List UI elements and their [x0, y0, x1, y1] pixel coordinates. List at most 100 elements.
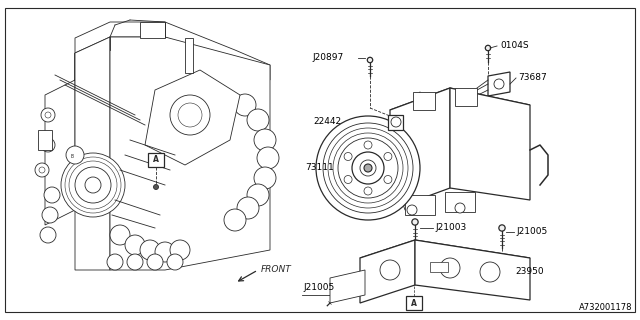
Circle shape [45, 142, 51, 148]
Polygon shape [405, 195, 435, 215]
Text: A: A [153, 156, 159, 164]
Polygon shape [145, 70, 240, 165]
Bar [185, 38, 193, 73]
Circle shape [75, 167, 111, 203]
Circle shape [344, 175, 352, 183]
Circle shape [364, 164, 372, 172]
Circle shape [42, 207, 58, 223]
Circle shape [328, 128, 408, 208]
Circle shape [494, 79, 504, 89]
Polygon shape [415, 240, 530, 300]
Polygon shape [390, 88, 450, 210]
Circle shape [224, 209, 246, 231]
Polygon shape [45, 53, 75, 225]
Circle shape [455, 203, 465, 213]
Polygon shape [390, 150, 415, 185]
Circle shape [497, 275, 502, 281]
Circle shape [45, 112, 51, 118]
Text: 73687: 73687 [518, 74, 547, 83]
Circle shape [127, 254, 143, 270]
Circle shape [380, 260, 400, 280]
Polygon shape [390, 88, 530, 127]
Circle shape [170, 240, 190, 260]
Circle shape [35, 163, 49, 177]
Bar [406, 296, 422, 310]
Circle shape [364, 141, 372, 149]
Polygon shape [450, 88, 530, 200]
Polygon shape [140, 22, 165, 38]
Text: J21005: J21005 [303, 284, 334, 292]
Text: J21005: J21005 [516, 228, 547, 236]
Text: 0104S: 0104S [500, 42, 529, 51]
Text: 22442: 22442 [313, 117, 341, 126]
Circle shape [257, 147, 279, 169]
Circle shape [61, 153, 125, 217]
Circle shape [110, 225, 130, 245]
Circle shape [178, 103, 202, 127]
Bar [388, 115, 403, 130]
Circle shape [170, 95, 210, 135]
Text: J21003: J21003 [435, 223, 467, 233]
Polygon shape [395, 175, 430, 210]
Circle shape [407, 205, 417, 215]
Circle shape [154, 185, 159, 189]
Text: 23950: 23950 [515, 268, 543, 276]
Polygon shape [488, 72, 510, 96]
Circle shape [316, 116, 420, 220]
Polygon shape [360, 240, 415, 303]
Circle shape [352, 152, 384, 184]
Circle shape [41, 108, 55, 122]
Bar [38, 130, 52, 150]
Polygon shape [360, 240, 530, 276]
Circle shape [107, 254, 123, 270]
Circle shape [360, 160, 376, 176]
Circle shape [480, 262, 500, 282]
Circle shape [254, 167, 276, 189]
Circle shape [44, 187, 60, 203]
Bar [455, 88, 477, 106]
Circle shape [367, 57, 372, 63]
Circle shape [485, 45, 491, 51]
Text: J20897: J20897 [312, 53, 343, 62]
Polygon shape [445, 192, 475, 212]
Circle shape [167, 254, 183, 270]
Circle shape [41, 138, 55, 152]
Circle shape [66, 146, 84, 164]
Circle shape [247, 109, 269, 131]
Circle shape [337, 290, 342, 296]
Circle shape [391, 117, 401, 127]
Circle shape [237, 197, 259, 219]
Circle shape [323, 123, 413, 213]
Circle shape [384, 153, 392, 161]
Text: FRONT: FRONT [261, 266, 292, 275]
Bar [430, 262, 448, 272]
Polygon shape [75, 37, 110, 270]
Circle shape [40, 227, 56, 243]
Bar [148, 153, 164, 167]
Circle shape [125, 235, 145, 255]
Circle shape [140, 240, 160, 260]
Bar [413, 92, 435, 110]
Circle shape [499, 225, 505, 231]
Text: A732001178: A732001178 [579, 303, 632, 312]
Text: 73111: 73111 [305, 164, 333, 172]
Circle shape [85, 177, 101, 193]
Circle shape [254, 129, 276, 151]
Circle shape [333, 133, 403, 203]
Polygon shape [110, 37, 270, 270]
Circle shape [412, 219, 418, 225]
Polygon shape [330, 270, 365, 303]
Circle shape [364, 187, 372, 195]
Polygon shape [75, 22, 270, 80]
Circle shape [384, 175, 392, 183]
Circle shape [39, 167, 45, 173]
Circle shape [234, 94, 256, 116]
Circle shape [147, 254, 163, 270]
Circle shape [155, 242, 175, 262]
Circle shape [440, 258, 460, 278]
Text: B: B [70, 154, 74, 158]
Circle shape [338, 138, 398, 198]
Text: A: A [411, 299, 417, 308]
Circle shape [247, 184, 269, 206]
Circle shape [344, 153, 352, 161]
